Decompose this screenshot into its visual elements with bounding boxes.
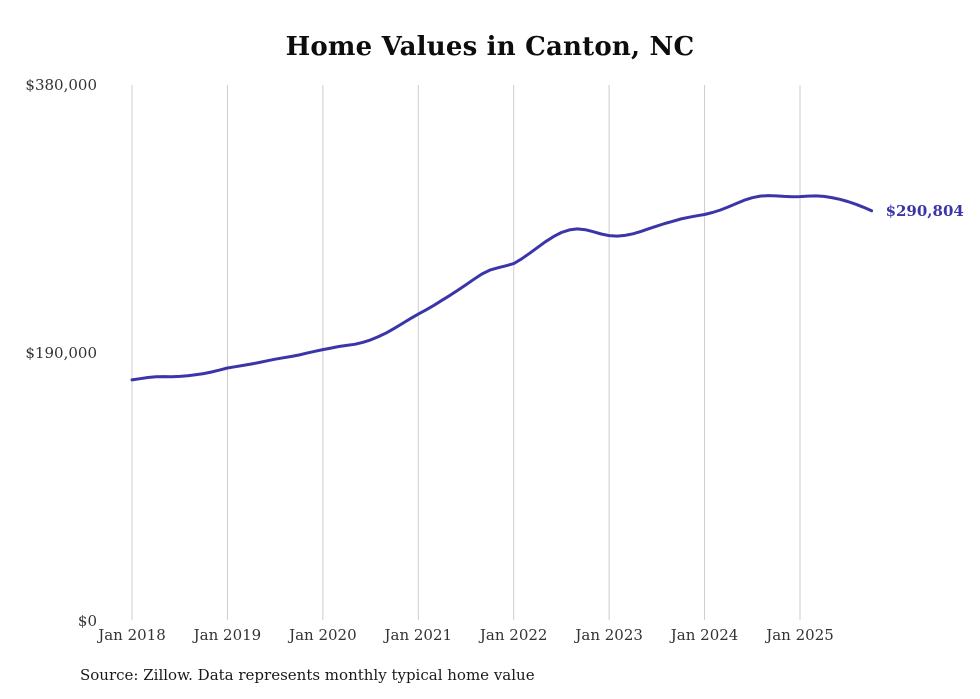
x-tick-label: Jan 2018 — [96, 626, 166, 644]
source-note: Source: Zillow. Data represents monthly … — [80, 666, 535, 684]
home-value-series-line — [130, 194, 874, 382]
x-tick-label: Jan 2022 — [478, 626, 548, 644]
x-tick-label: Jan 2023 — [573, 626, 643, 644]
chart-title: Home Values in Canton, NC — [285, 32, 695, 62]
x-tick-label: Jan 2020 — [287, 626, 357, 644]
x-tick-label: Jan 2019 — [192, 626, 262, 644]
y-tick-label: $0 — [78, 612, 97, 630]
y-tick-label: $380,000 — [25, 76, 97, 94]
y-tick-label: $190,000 — [25, 344, 97, 362]
x-tick-label: Jan 2021 — [383, 626, 453, 644]
x-tick-label: Jan 2024 — [669, 626, 739, 644]
latest-value-label: $290,804 — [886, 202, 964, 220]
x-tick-label: Jan 2025 — [764, 626, 834, 644]
